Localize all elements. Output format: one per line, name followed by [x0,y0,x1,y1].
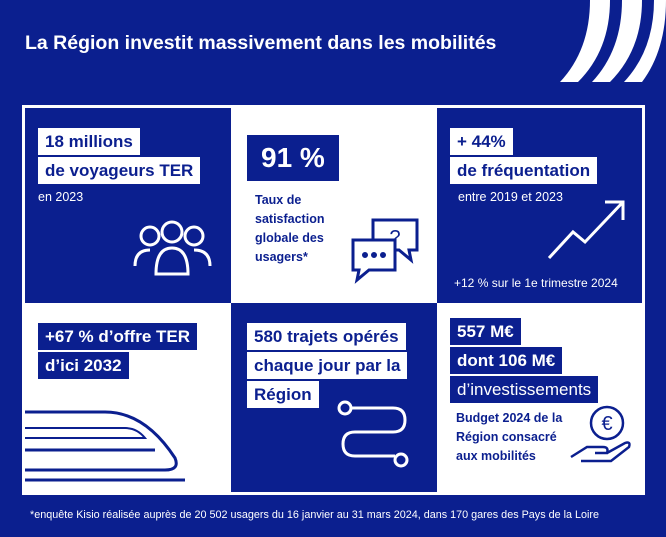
cell: 580 trajets opérés chaque jour par la Ré… [231,303,437,492]
highlight: d’investissements [450,376,599,403]
cell: 557 M€ dont 106 M€ d’investissements Bud… [437,303,642,492]
highlight: chaque jour par la [247,352,408,379]
highlight: 580 trajets opérés [247,323,406,350]
text: aux mobilités [456,449,536,463]
text: usagers* [255,250,308,264]
euro-icon: € [570,405,631,463]
title: La Région investit massivement dans les … [25,32,497,54]
highlight: 18 millions [38,128,140,155]
text: en 2023 [38,190,84,204]
highlight: 91 % [247,135,339,181]
growth-icon [547,200,625,260]
chat-icon: ? [351,218,419,284]
cell: 91 % Taux de satisfaction globale des us… [231,108,437,303]
highlight: de fréquentation [450,157,598,184]
train-icon [25,410,185,482]
text: Budget 2024 de la [456,411,563,425]
highlight: 557 M€ [450,318,521,345]
highlight: + 44% [450,128,513,155]
text: globale des [255,231,324,245]
highlight: +67 % d’offre TER [38,323,198,350]
people-icon [133,220,212,276]
svg-text:?: ? [389,227,400,249]
grid: 18 millions de voyageurs TER en 2023 91 … [22,105,645,495]
cell: +67 % d’offre TER d’ici 2032 [25,303,231,492]
footnote: *enquête Kisio réalisée auprès de 20 502… [30,509,600,521]
cell: + 44% de fréquentation entre 2019 et 202… [437,108,642,303]
decor [560,0,666,82]
svg-text:€: € [601,413,612,435]
text: satisfaction [255,212,325,226]
text: Taux de [255,193,302,207]
route-icon [337,400,409,468]
highlight: dont 106 M€ [450,347,563,374]
highlight: de voyageurs TER [38,157,201,184]
text: Région consacré [456,430,557,444]
highlight: Région [247,381,319,408]
highlight: d’ici 2032 [38,352,129,379]
note: +12 % sur le 1e trimestre 2024 [454,276,618,290]
text: entre 2019 et 2023 [458,190,563,204]
cell: 18 millions de voyageurs TER en 2023 [25,108,231,303]
